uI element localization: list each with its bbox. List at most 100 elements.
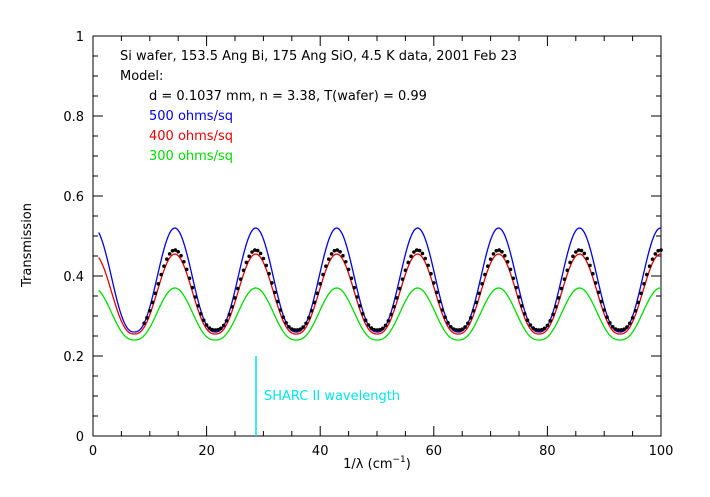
- measured-point: [619, 328, 624, 332]
- measured-point: [528, 323, 533, 327]
- measured-point: [559, 286, 564, 291]
- measured-points: [142, 248, 663, 332]
- measured-point: [179, 253, 183, 258]
- measured-point: [653, 252, 658, 256]
- measured-point: [508, 267, 513, 272]
- measured-point: [562, 277, 567, 281]
- measured-point: [380, 326, 385, 331]
- measured-point: [392, 304, 396, 309]
- measured-point: [497, 248, 501, 252]
- measured-point: [531, 326, 535, 330]
- measured-point: [474, 300, 479, 305]
- measured-point: [309, 308, 314, 313]
- measured-point: [210, 327, 215, 332]
- measured-point: [372, 327, 376, 332]
- measured-point: [400, 277, 405, 281]
- measured-point: [338, 249, 342, 254]
- measured-point: [264, 263, 269, 268]
- measured-point: [176, 249, 180, 254]
- series-line-1: [98, 253, 662, 335]
- measured-point: [503, 253, 507, 258]
- measured-point: [417, 248, 422, 253]
- measured-point: [150, 300, 155, 305]
- measured-point: [633, 308, 638, 313]
- legend-entry-500: 500 ohms/sq: [149, 109, 233, 124]
- measured-point: [241, 268, 246, 273]
- measured-point: [207, 326, 212, 330]
- measured-point: [255, 248, 260, 253]
- measured-point: [366, 323, 371, 327]
- measured-point: [423, 256, 428, 261]
- measured-point: [432, 281, 436, 285]
- x-tick-label: 100: [649, 444, 674, 459]
- measured-point: [292, 328, 297, 332]
- measured-point: [378, 327, 382, 332]
- measured-point: [420, 251, 425, 256]
- measured-point: [616, 328, 621, 332]
- measured-point: [165, 257, 169, 261]
- measured-point: [591, 271, 595, 276]
- annotation-line-2: Model:: [120, 69, 163, 84]
- measured-point: [625, 325, 629, 329]
- measured-point: [324, 264, 328, 268]
- measured-point: [201, 318, 206, 323]
- measured-point: [187, 276, 192, 281]
- measured-point: [460, 327, 465, 331]
- measured-point: [463, 325, 467, 329]
- measured-point: [318, 282, 323, 286]
- measured-point: [443, 315, 447, 319]
- measured-point: [414, 248, 419, 252]
- measured-point: [542, 326, 547, 331]
- measured-point: [383, 323, 388, 328]
- measured-point: [650, 257, 655, 261]
- measured-point: [551, 312, 555, 317]
- measured-point: [429, 271, 433, 276]
- measured-point: [579, 248, 584, 253]
- y-tick-label: 0.4: [63, 270, 84, 285]
- measured-point: [539, 327, 544, 332]
- measured-point: [315, 291, 320, 296]
- measured-point: [525, 318, 530, 323]
- measured-point: [437, 299, 442, 304]
- measured-point: [230, 304, 234, 309]
- measured-point: [270, 281, 274, 285]
- measured-point: [613, 327, 618, 331]
- measured-point: [511, 276, 516, 281]
- measured-point: [142, 321, 146, 326]
- measured-point: [355, 295, 359, 299]
- axis-ticks: 0 20 40 60 80 100 0 0.2 0.4 0.6 0.8 1: [63, 30, 673, 459]
- measured-point: [440, 308, 445, 312]
- x-tick-label: 60: [426, 444, 443, 459]
- measured-point: [162, 264, 166, 268]
- measured-point: [272, 290, 277, 295]
- marker-label: SHARC II wavelength: [264, 389, 400, 404]
- measured-point: [312, 300, 317, 305]
- measured-point: [520, 304, 524, 308]
- y-tick-label: 0.6: [63, 190, 84, 205]
- x-tick-label: 20: [198, 444, 215, 459]
- measured-point: [258, 251, 263, 256]
- measured-point: [170, 248, 175, 253]
- measured-point: [190, 285, 195, 290]
- measured-point: [593, 281, 598, 285]
- measured-point: [395, 296, 399, 300]
- measured-point: [244, 260, 249, 265]
- y-tick-label: 0: [76, 430, 84, 445]
- measured-point: [358, 304, 362, 308]
- annotation-line-3: d = 0.1037 mm, n = 3.38, T(wafer) = 0.99: [149, 89, 427, 104]
- measured-point: [446, 321, 450, 325]
- measured-point: [647, 264, 652, 268]
- measured-point: [656, 248, 660, 253]
- measured-point: [514, 285, 518, 290]
- measured-point: [409, 254, 413, 259]
- measured-point: [304, 321, 308, 326]
- measured-point: [182, 259, 186, 264]
- measured-point: [341, 253, 345, 258]
- measured-point: [213, 328, 217, 332]
- measured-point: [406, 260, 411, 265]
- measured-point: [659, 248, 663, 252]
- measured-point: [630, 316, 635, 320]
- measured-point: [505, 259, 510, 264]
- measured-point: [173, 248, 178, 252]
- legend-entry-400: 400 ohms/sq: [149, 129, 233, 144]
